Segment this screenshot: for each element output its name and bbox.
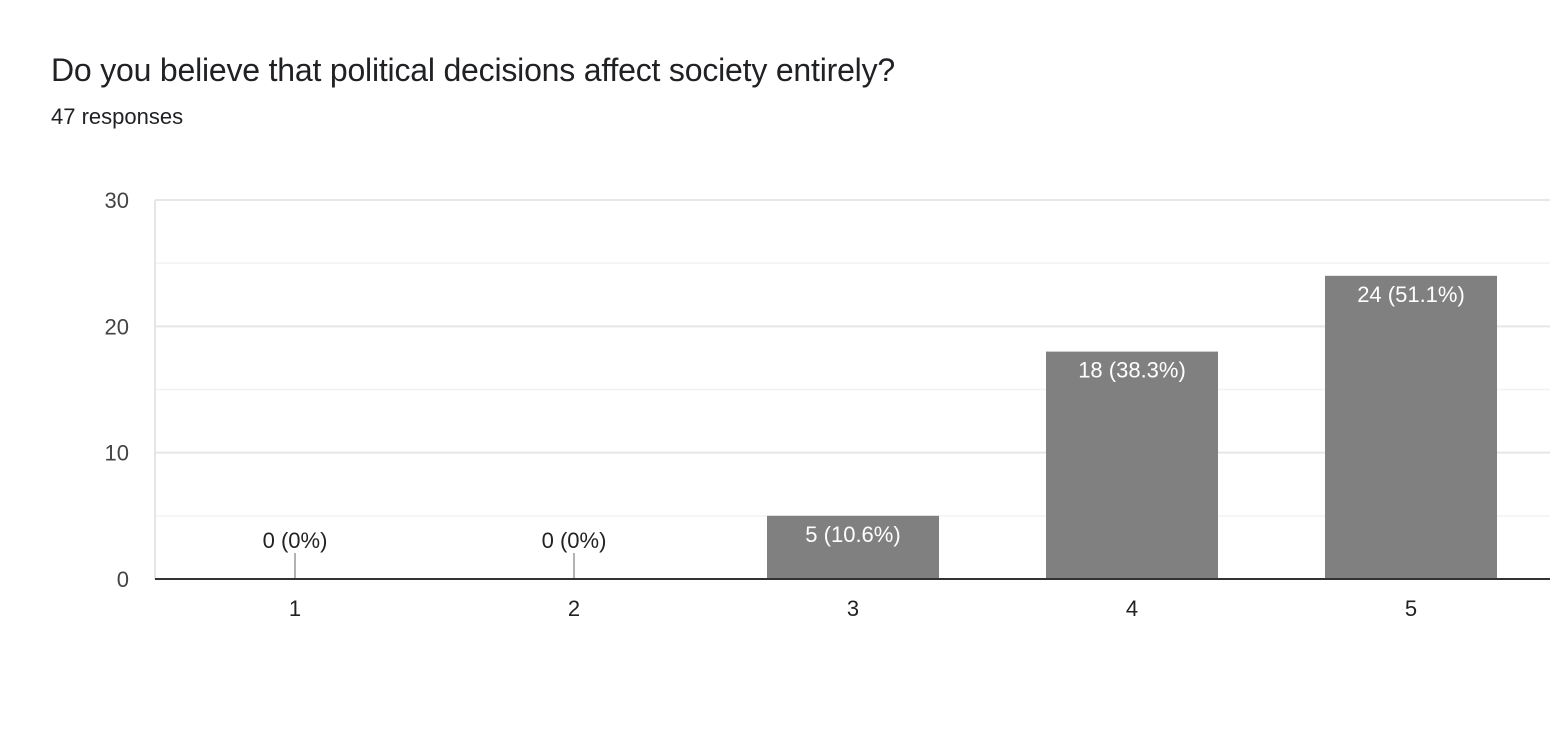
- bar: [1325, 275, 1497, 579]
- bar: [767, 515, 939, 579]
- data-label: 0 (0%): [542, 528, 607, 553]
- data-label: 0 (0%): [263, 528, 328, 553]
- x-tick-label: 3: [847, 596, 859, 621]
- data-label: 18 (38.3%): [1078, 358, 1186, 383]
- y-tick-label: 10: [105, 441, 129, 466]
- y-tick-label: 0: [117, 567, 129, 592]
- x-tick-label: 2: [568, 596, 580, 621]
- response-count: 47 responses: [51, 104, 184, 129]
- y-tick-label: 30: [105, 188, 129, 213]
- x-tick-label: 1: [289, 596, 301, 621]
- data-label: 5 (10.6%): [805, 522, 900, 547]
- y-tick-label: 20: [105, 314, 129, 339]
- bar: [1046, 351, 1218, 579]
- chart-title: Do you believe that political decisions …: [51, 52, 895, 88]
- data-label: 24 (51.1%): [1357, 282, 1465, 307]
- x-tick-label: 5: [1405, 596, 1417, 621]
- x-tick-label: 4: [1126, 596, 1138, 621]
